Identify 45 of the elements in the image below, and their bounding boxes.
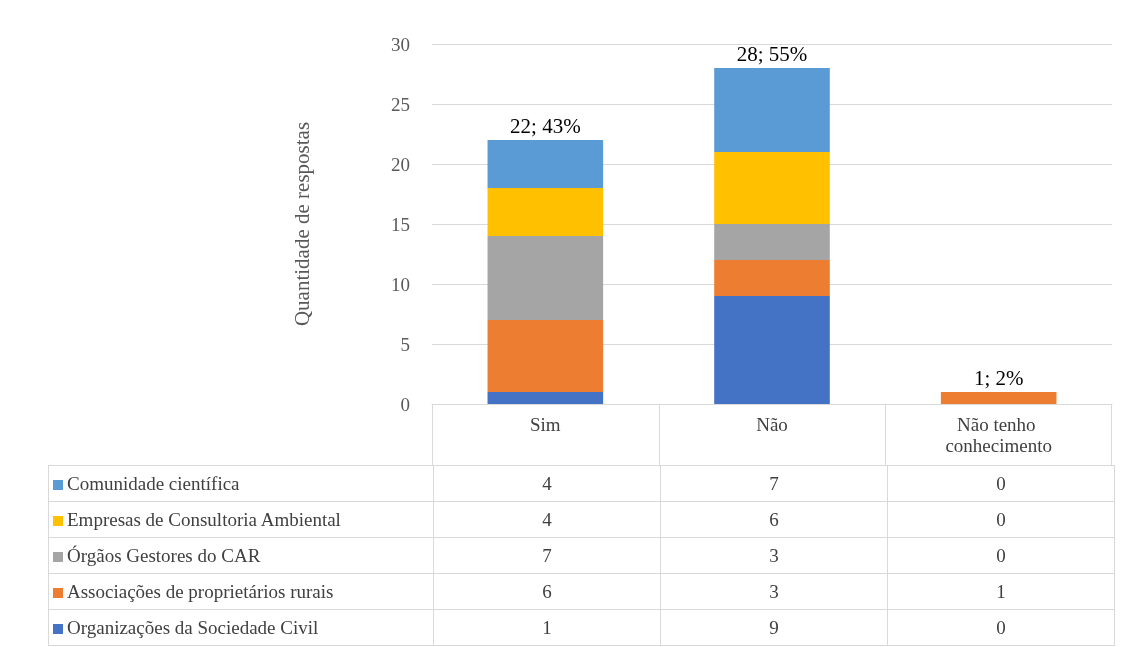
y-tick-label: 15 <box>391 213 410 235</box>
y-tick-label: 20 <box>391 153 410 175</box>
total-label: 28; 55% <box>736 41 808 66</box>
data-label: 1 <box>433 609 661 646</box>
bar <box>940 392 1057 404</box>
bar <box>714 68 830 152</box>
legend-label: Empresas de Consultoria Ambiental <box>48 501 434 538</box>
y-tick-label: 5 <box>400 333 410 355</box>
legend-label: Associações de proprietários rurais <box>48 573 434 610</box>
y-tick-label: 25 <box>391 93 410 115</box>
bar <box>714 296 830 404</box>
legend-label: Órgãos Gestores do CAR <box>48 537 434 574</box>
data-label: 7 <box>433 537 661 574</box>
y-tick-label: 0 <box>400 393 410 415</box>
data-label: 0 <box>887 501 1115 538</box>
data-label: 0 <box>887 537 1115 574</box>
data-label: 6 <box>433 573 661 610</box>
legend-label: Comunidade científica <box>48 465 434 502</box>
bar <box>714 224 830 260</box>
total-label: 22; 43% <box>510 113 581 138</box>
bar <box>487 140 604 188</box>
total-label: 1; 2% <box>973 365 1024 390</box>
data-label: 4 <box>433 465 661 502</box>
data-label: 0 <box>887 465 1115 502</box>
bar <box>714 152 830 224</box>
data-label: 4 <box>433 501 661 538</box>
data-label: 3 <box>660 537 888 574</box>
y-tick-label: 10 <box>391 273 410 295</box>
y-tick-label: 30 <box>391 33 410 55</box>
data-label: 3 <box>660 573 888 610</box>
bar <box>714 260 830 296</box>
bar <box>487 320 604 392</box>
data-label: 0 <box>887 609 1115 646</box>
data-label: 9 <box>660 609 888 646</box>
data-label: 6 <box>660 501 888 538</box>
bar <box>487 392 604 404</box>
x-tick-label: Não tenho conhecimento <box>945 414 1052 456</box>
x-tick-label: Sim <box>530 414 561 435</box>
x-tick-label: Não <box>756 414 788 435</box>
legend-label: Organizações da Sociedade Civil <box>48 609 434 646</box>
bar <box>487 236 604 320</box>
y-axis-title: Quantidade de respostas <box>289 121 314 327</box>
data-label: 1 <box>887 573 1115 610</box>
data-label: 7 <box>660 465 888 502</box>
bar <box>487 188 604 236</box>
